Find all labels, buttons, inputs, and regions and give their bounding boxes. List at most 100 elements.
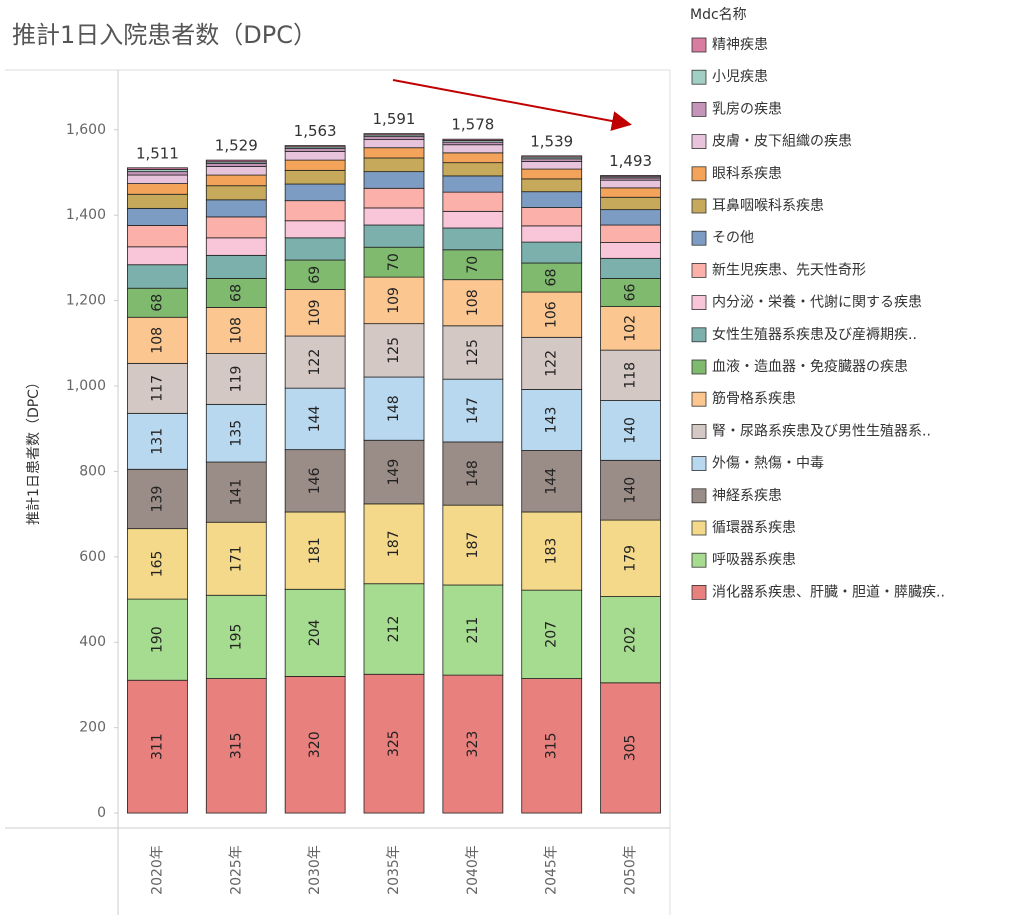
bar-segment bbox=[363, 323, 425, 378]
data-label: 320 bbox=[307, 731, 323, 758]
legend-label: 循環器系疾患 bbox=[712, 520, 796, 536]
data-label: 311 bbox=[149, 733, 165, 760]
bar-segment bbox=[205, 159, 267, 163]
data-label: 141 bbox=[228, 479, 244, 506]
bar-segment bbox=[363, 276, 425, 325]
bar-segment bbox=[600, 179, 661, 189]
bar-segment bbox=[363, 439, 425, 505]
bar-segment bbox=[600, 242, 661, 259]
bar-segment bbox=[521, 511, 583, 591]
bar-segment bbox=[205, 199, 267, 218]
legend-label: 内分泌・栄養・代謝に関する疾患 bbox=[712, 294, 922, 311]
bar-segment bbox=[127, 264, 188, 289]
total-label: 1,578 bbox=[451, 116, 494, 134]
data-label: 68 bbox=[544, 269, 560, 287]
bar-segment bbox=[442, 441, 504, 506]
legend-swatch bbox=[691, 423, 707, 439]
data-label: 106 bbox=[544, 301, 560, 328]
bar-segment bbox=[284, 289, 346, 337]
bar-segment bbox=[442, 162, 504, 177]
bar-segment bbox=[442, 674, 504, 814]
bar-segment bbox=[205, 216, 267, 239]
legend-label: 精神疾患 bbox=[712, 37, 768, 53]
bar-segment bbox=[600, 196, 661, 211]
bar-segment bbox=[521, 191, 583, 208]
bar-segment bbox=[284, 148, 346, 152]
bar-segment bbox=[127, 468, 188, 530]
bar-segment bbox=[442, 378, 504, 443]
legend-label: 消化器系疾患、肝臓・胆道・膵臓疾.. bbox=[712, 584, 945, 600]
data-label: 207 bbox=[544, 621, 560, 648]
data-label: 66 bbox=[623, 283, 639, 301]
data-label: 179 bbox=[623, 545, 639, 572]
legend-swatch bbox=[691, 552, 707, 568]
bar-segment bbox=[127, 183, 188, 195]
data-label: 323 bbox=[465, 731, 481, 758]
x-tick-label: 2030年 bbox=[307, 845, 323, 895]
bar-segment bbox=[442, 144, 504, 154]
bar-segment bbox=[521, 160, 583, 170]
data-label: 305 bbox=[623, 735, 639, 762]
legend-swatch bbox=[691, 262, 707, 278]
data-label: 204 bbox=[307, 619, 323, 646]
legend-label: その他 bbox=[712, 230, 754, 246]
bar-segment bbox=[284, 220, 346, 239]
bar-segment bbox=[284, 237, 346, 261]
data-label: 140 bbox=[623, 417, 639, 444]
bar-segment bbox=[521, 225, 583, 243]
x-tick-label: 2050年 bbox=[623, 845, 639, 895]
x-tick-label: 2045年 bbox=[544, 845, 560, 895]
x-tick-label: 2040年 bbox=[465, 845, 481, 895]
bar-segment bbox=[363, 376, 425, 441]
bar-segment bbox=[521, 178, 583, 193]
data-label: 212 bbox=[386, 616, 402, 643]
legend-swatch bbox=[691, 198, 707, 214]
data-label: 70 bbox=[386, 253, 402, 271]
bar-segment bbox=[127, 412, 188, 470]
data-label: 165 bbox=[149, 551, 165, 578]
bar-segment bbox=[600, 187, 661, 198]
bar-segment bbox=[127, 171, 188, 176]
bar-segment bbox=[442, 249, 504, 281]
legend-label: 血液・造血器・免疫臓器の疾患 bbox=[712, 359, 908, 375]
data-label: 117 bbox=[149, 375, 165, 402]
bar-segment bbox=[600, 209, 661, 226]
legend-label: 耳鼻咽喉科系疾患 bbox=[712, 197, 824, 214]
legend-label: 呼吸器系疾患 bbox=[712, 552, 796, 568]
bar-segment bbox=[127, 193, 188, 209]
y-axis-label: 推計1日患者数（DPC） bbox=[26, 375, 42, 525]
bar-segment bbox=[600, 306, 661, 351]
x-tick-label: 2025年 bbox=[228, 845, 244, 895]
legend-label: 新生児疾患、先天性奇形 bbox=[712, 261, 866, 278]
y-tick-label: 1,600 bbox=[66, 122, 106, 138]
total-label: 1,511 bbox=[136, 144, 179, 162]
bar-segment bbox=[127, 362, 188, 414]
y-tick-label: 0 bbox=[97, 805, 106, 821]
bar-segment bbox=[521, 589, 583, 679]
data-label: 102 bbox=[623, 315, 639, 342]
bar-segment bbox=[205, 237, 267, 256]
bar-segment bbox=[205, 185, 267, 201]
y-tick-label: 1,000 bbox=[66, 378, 106, 394]
y-tick-label: 400 bbox=[79, 634, 106, 650]
annotation-arrow bbox=[392, 79, 632, 131]
bar-segment bbox=[127, 246, 188, 266]
bar-segment bbox=[127, 167, 188, 170]
bar-segment bbox=[442, 175, 504, 193]
y-tick-label: 600 bbox=[79, 549, 106, 565]
bar-segment bbox=[521, 336, 583, 390]
bar-segment bbox=[284, 159, 346, 171]
bar-segment bbox=[205, 678, 267, 814]
bar-segment bbox=[284, 449, 346, 513]
legend-swatch bbox=[691, 69, 707, 85]
data-label: 68 bbox=[228, 284, 244, 302]
bar-segment bbox=[205, 166, 267, 176]
data-label: 202 bbox=[623, 626, 639, 653]
data-label: 135 bbox=[228, 420, 244, 447]
bar-segment bbox=[363, 133, 425, 136]
bar-segment bbox=[442, 138, 504, 141]
data-label: 315 bbox=[228, 732, 244, 759]
total-label: 1,539 bbox=[530, 132, 573, 150]
bar-segment bbox=[127, 225, 188, 248]
data-label: 195 bbox=[228, 624, 244, 651]
